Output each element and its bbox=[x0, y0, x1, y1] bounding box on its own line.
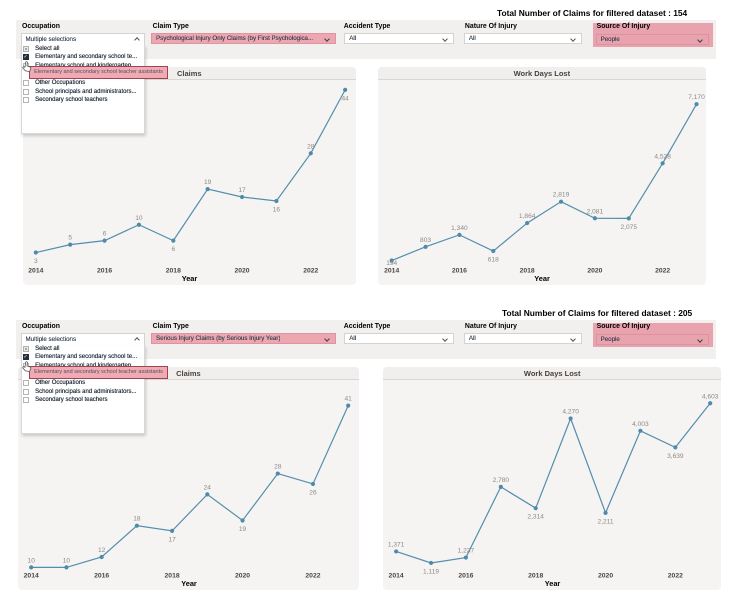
svg-text:44: 44 bbox=[341, 96, 349, 103]
svg-text:2018: 2018 bbox=[528, 573, 543, 580]
svg-text:1,371: 1,371 bbox=[388, 542, 405, 549]
svg-text:7,170: 7,170 bbox=[688, 94, 705, 101]
svg-text:12: 12 bbox=[97, 547, 105, 554]
svg-text:2016: 2016 bbox=[97, 268, 112, 275]
svg-text:2014: 2014 bbox=[388, 573, 403, 580]
svg-text:5: 5 bbox=[68, 235, 72, 242]
svg-text:4,528: 4,528 bbox=[654, 154, 671, 161]
svg-text:2022: 2022 bbox=[303, 268, 318, 275]
svg-text:17: 17 bbox=[168, 537, 176, 544]
svg-text:3: 3 bbox=[34, 258, 38, 265]
svg-text:1,119: 1,119 bbox=[423, 569, 439, 576]
svg-text:2,819: 2,819 bbox=[553, 192, 570, 199]
svg-text:19: 19 bbox=[204, 179, 212, 186]
svg-text:1,864: 1,864 bbox=[519, 213, 536, 220]
svg-text:41: 41 bbox=[344, 396, 352, 403]
svg-text:2,314: 2,314 bbox=[527, 514, 544, 521]
svg-text:28: 28 bbox=[307, 144, 315, 151]
svg-text:10: 10 bbox=[62, 558, 70, 565]
svg-text:803: 803 bbox=[420, 237, 431, 244]
svg-text:1,340: 1,340 bbox=[451, 225, 468, 232]
svg-text:2018: 2018 bbox=[164, 573, 179, 580]
svg-text:2014: 2014 bbox=[23, 573, 38, 580]
svg-text:2020: 2020 bbox=[598, 573, 613, 580]
svg-text:6: 6 bbox=[171, 246, 175, 253]
svg-text:18: 18 bbox=[133, 516, 141, 523]
svg-text:2014: 2014 bbox=[384, 268, 399, 275]
svg-text:1,237: 1,237 bbox=[458, 548, 475, 555]
svg-text:2022: 2022 bbox=[305, 573, 320, 580]
svg-text:2016: 2016 bbox=[452, 268, 467, 275]
svg-text:10: 10 bbox=[27, 558, 35, 565]
svg-text:6: 6 bbox=[103, 231, 107, 238]
svg-text:2,075: 2,075 bbox=[620, 224, 637, 231]
svg-text:2020: 2020 bbox=[587, 268, 602, 275]
svg-text:2022: 2022 bbox=[668, 573, 683, 580]
svg-text:2014: 2014 bbox=[28, 268, 43, 275]
svg-text:2020: 2020 bbox=[235, 268, 250, 275]
svg-text:Year: Year bbox=[545, 579, 561, 588]
svg-text:2016: 2016 bbox=[458, 573, 473, 580]
svg-text:2,081: 2,081 bbox=[586, 209, 603, 216]
svg-text:3,639: 3,639 bbox=[667, 453, 684, 460]
svg-text:4,603: 4,603 bbox=[702, 393, 719, 400]
svg-text:2020: 2020 bbox=[234, 573, 249, 580]
svg-text:17: 17 bbox=[238, 187, 246, 194]
svg-text:2018: 2018 bbox=[519, 268, 534, 275]
svg-text:Year: Year bbox=[181, 579, 197, 588]
svg-text:2016: 2016 bbox=[94, 573, 109, 580]
svg-text:2022: 2022 bbox=[655, 268, 670, 275]
svg-text:16: 16 bbox=[273, 207, 281, 214]
svg-text:2,780: 2,780 bbox=[492, 477, 509, 484]
svg-text:4,003: 4,003 bbox=[632, 421, 649, 428]
svg-text:4,270: 4,270 bbox=[562, 409, 579, 416]
svg-text:19: 19 bbox=[238, 526, 246, 533]
svg-text:2,211: 2,211 bbox=[597, 519, 613, 526]
svg-text:Year: Year bbox=[534, 274, 550, 283]
svg-text:26: 26 bbox=[309, 490, 317, 497]
svg-text:Year: Year bbox=[182, 274, 198, 283]
svg-text:10: 10 bbox=[135, 215, 143, 222]
svg-text:2018: 2018 bbox=[166, 268, 181, 275]
svg-text:194: 194 bbox=[386, 261, 397, 268]
svg-text:28: 28 bbox=[274, 464, 282, 471]
svg-text:618: 618 bbox=[488, 257, 499, 264]
svg-text:24: 24 bbox=[203, 485, 211, 492]
